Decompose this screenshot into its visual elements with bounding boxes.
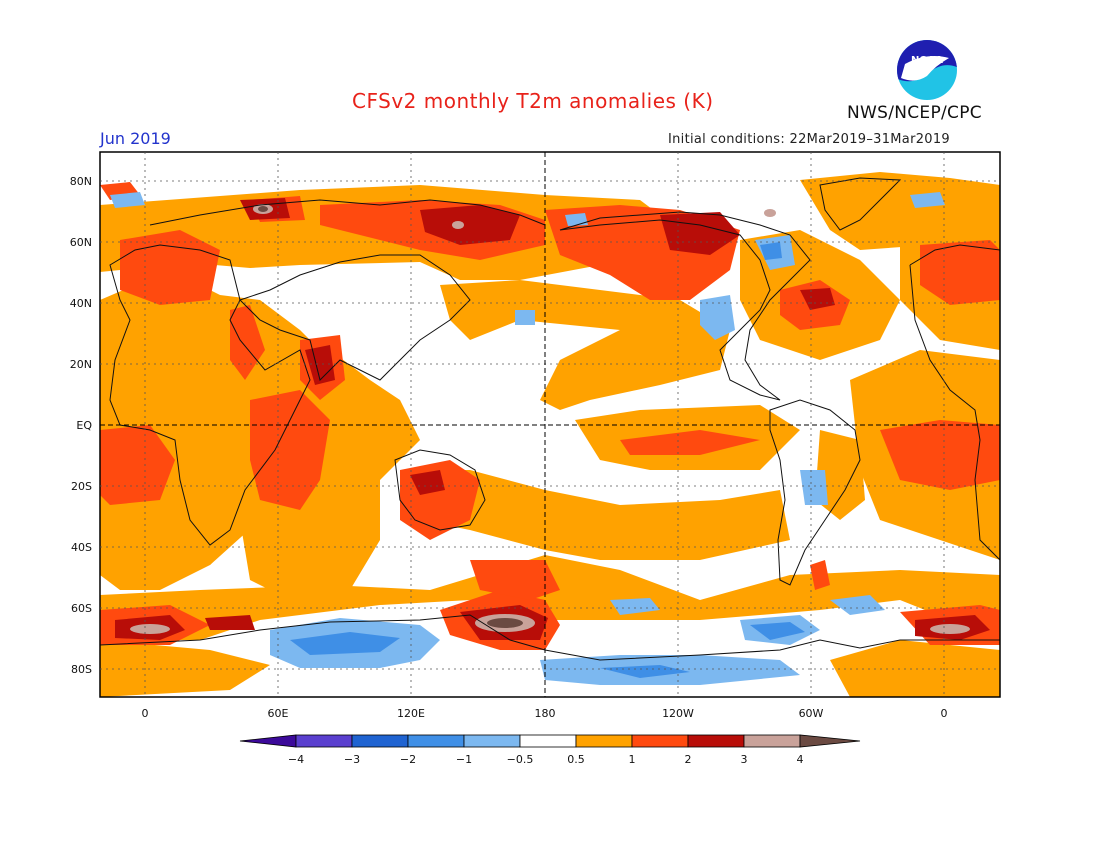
agency-label: NWS/NCEP/CPC [847, 103, 982, 123]
lon-label: 120W [662, 707, 694, 720]
legend-swatch [631, 734, 689, 748]
legend-labels: −4 −3 −2 −1 −0.5 0.5 1 2 3 4 [288, 753, 804, 766]
legend-label: −2 [400, 753, 416, 766]
legend-label: −4 [288, 753, 304, 766]
legend-label: −1 [456, 753, 472, 766]
logo-text: NOAA [911, 55, 943, 66]
lat-label: 20S [71, 480, 92, 493]
legend-swatch [799, 734, 861, 748]
lon-label: 60W [799, 707, 824, 720]
legend-swatch [575, 734, 633, 748]
lat-label: 40S [71, 541, 92, 554]
lat-label: 40N [70, 297, 92, 310]
legend-swatch [295, 734, 353, 748]
lat-label: 80N [70, 175, 92, 188]
legend-label: −3 [344, 753, 360, 766]
anomaly-field [100, 152, 1000, 697]
graticule [100, 152, 1000, 697]
lat-label: 20N [70, 358, 92, 371]
legend-swatch [743, 734, 801, 748]
legend-label: 4 [797, 753, 804, 766]
reference-lines [100, 152, 1000, 697]
noaa-logo-icon: NOAA [897, 40, 957, 100]
latitude-labels: 80N 60N 40N 20N EQ 20S 40S 60S 80S [70, 175, 93, 676]
lon-label: 180 [535, 707, 556, 720]
strong-cool-regions [290, 242, 805, 678]
lat-label: 60N [70, 236, 92, 249]
legend-label: −0.5 [507, 753, 534, 766]
lon-label: 0 [142, 707, 149, 720]
warm-anomaly-regions [100, 172, 1000, 697]
legend-label: 0.5 [567, 753, 585, 766]
map-title: CFSv2 monthly T2m anomalies (K) [352, 89, 714, 113]
legend-swatch [519, 734, 577, 748]
legend-swatch [687, 734, 745, 748]
legend-swatch [407, 734, 465, 748]
color-legend [239, 734, 861, 748]
longitude-labels: 0 60E 120E 180 120W 60W 0 [142, 707, 948, 720]
legend-swatch [463, 734, 521, 748]
initial-conditions-label: Initial conditions: 22Mar2019–31Mar2019 [668, 132, 951, 147]
legend-label: 3 [741, 753, 748, 766]
lat-label: 80S [71, 663, 92, 676]
lon-label: 60E [268, 707, 289, 720]
max-warm-regions [258, 206, 523, 628]
legend-label: 2 [685, 753, 692, 766]
lat-label: 60S [71, 602, 92, 615]
legend-label: 1 [629, 753, 636, 766]
lon-label: 0 [941, 707, 948, 720]
lon-label: 120E [397, 707, 425, 720]
legend-swatch [239, 734, 297, 748]
valid-month-label: Jun 2019 [100, 129, 171, 148]
lat-label: EQ [76, 419, 92, 432]
legend-swatch [351, 734, 409, 748]
extreme-warm-regions [130, 204, 970, 634]
